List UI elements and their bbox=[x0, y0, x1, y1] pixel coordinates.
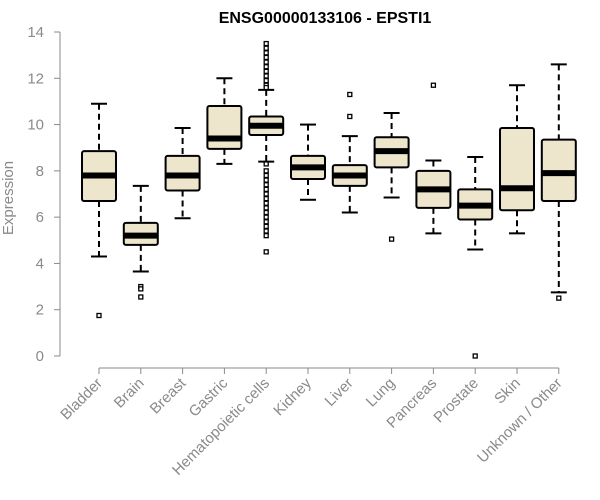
y-tick-label: 12 bbox=[27, 70, 44, 87]
outlier-point bbox=[263, 223, 269, 230]
outlier-point bbox=[263, 233, 269, 239]
outlier-point bbox=[263, 161, 269, 167]
outlier-point bbox=[430, 82, 437, 88]
outlier-point bbox=[263, 195, 269, 202]
x-tick-label: Kidney bbox=[270, 374, 315, 419]
x-tick-label: Lung bbox=[363, 375, 399, 411]
y-tick-label: 0 bbox=[36, 348, 44, 365]
box-gastric bbox=[206, 77, 243, 165]
x-tick-label: Liver bbox=[322, 375, 357, 410]
box-breast bbox=[164, 127, 201, 220]
box-skin bbox=[499, 84, 535, 235]
x-tick-label: Skin bbox=[491, 375, 524, 408]
outlier-point bbox=[263, 177, 269, 183]
outlier-point bbox=[263, 209, 269, 216]
box-liver bbox=[331, 91, 368, 214]
outlier-point bbox=[263, 219, 269, 225]
box-series bbox=[81, 40, 577, 359]
y-tick-label: 4 bbox=[36, 255, 44, 272]
x-tick-label: Brain bbox=[111, 375, 148, 412]
outlier-point bbox=[263, 59, 269, 65]
outlier-point bbox=[263, 64, 269, 70]
box-brain bbox=[122, 184, 159, 300]
outlier-point bbox=[263, 205, 269, 211]
outlier-point bbox=[472, 353, 478, 359]
box-hematopoietic-cells bbox=[248, 40, 285, 255]
outlier-point bbox=[263, 45, 269, 51]
y-tick-label: 14 bbox=[27, 24, 44, 41]
outlier-point bbox=[263, 172, 269, 179]
outlier-point bbox=[556, 295, 562, 301]
y-axis-label: Expression bbox=[0, 161, 17, 235]
x-tick-label: Breast bbox=[147, 374, 190, 417]
x-tick-label: Prostate bbox=[430, 375, 482, 427]
box-lung bbox=[373, 112, 410, 242]
outlier-point bbox=[138, 294, 144, 300]
box-bladder bbox=[81, 102, 117, 319]
box-pancreas bbox=[415, 82, 452, 235]
outlier-point bbox=[263, 200, 269, 206]
y-tick-label: 10 bbox=[27, 117, 44, 134]
box-unknown-other bbox=[540, 63, 577, 301]
outlier-point bbox=[138, 286, 144, 292]
outlier-point bbox=[263, 186, 269, 193]
y-tick-label: 8 bbox=[36, 163, 44, 180]
outlier-point bbox=[263, 228, 269, 234]
outlier-point bbox=[263, 54, 269, 61]
outlier-point bbox=[263, 182, 269, 188]
outlier-point bbox=[263, 40, 269, 47]
box-prostate bbox=[457, 155, 494, 359]
outlier-point bbox=[263, 50, 269, 56]
outlier-point bbox=[263, 73, 269, 79]
iqr-box bbox=[499, 127, 535, 212]
outlier-point bbox=[263, 214, 269, 220]
outlier-point bbox=[347, 113, 353, 120]
chart-title: ENSG00000133106 - EPSTI1 bbox=[219, 10, 432, 27]
outlier-point bbox=[263, 68, 269, 74]
outlier-point bbox=[263, 84, 269, 91]
y-tick-label: 2 bbox=[36, 302, 44, 319]
outlier-point bbox=[263, 168, 269, 174]
iqr-box bbox=[206, 105, 243, 150]
outlier-point bbox=[347, 91, 353, 98]
outlier-point bbox=[263, 77, 269, 84]
outlier-point bbox=[263, 249, 269, 255]
box-kidney bbox=[290, 123, 326, 201]
y-axis: 0 2 4 6 8 10 12 14 bbox=[27, 24, 61, 365]
outlier-point bbox=[388, 236, 395, 242]
x-tick-label: Bladder bbox=[57, 375, 106, 424]
y-tick-label: 6 bbox=[36, 209, 44, 226]
outlier-point bbox=[263, 191, 269, 197]
outlier-point bbox=[96, 312, 102, 319]
